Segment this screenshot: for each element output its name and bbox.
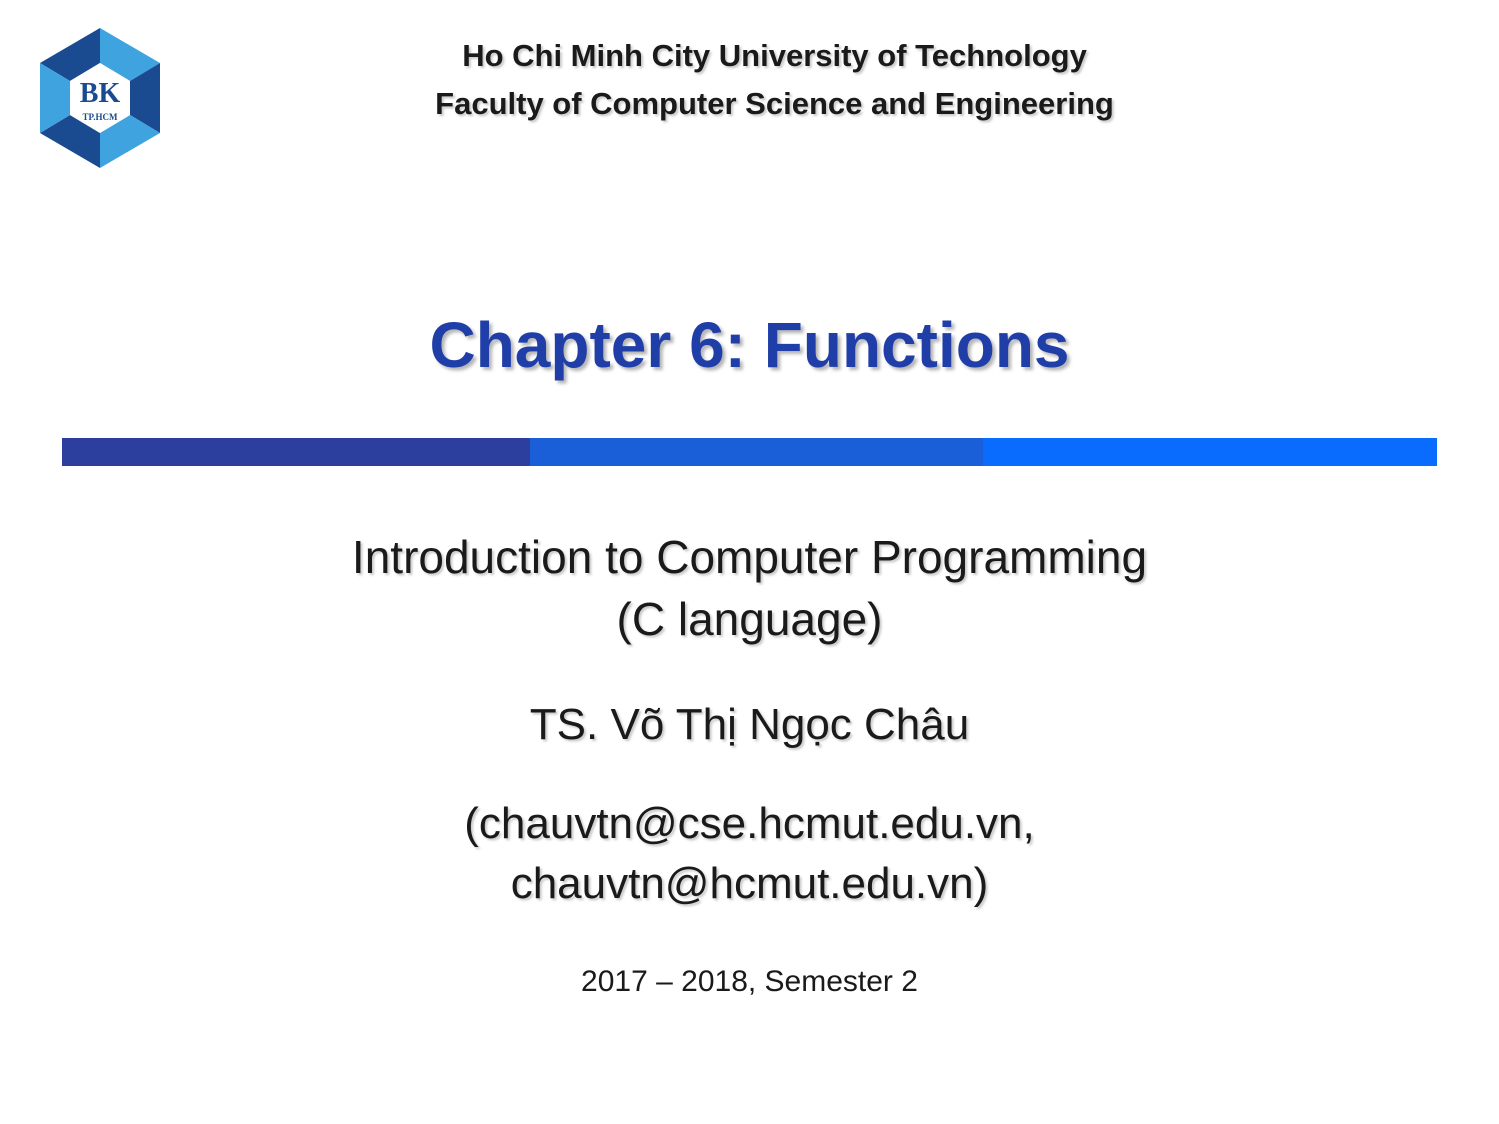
email-line2: chauvtn@hcmut.edu.vn): [511, 859, 989, 908]
semester-line: 2017 – 2018, Semester 2: [40, 965, 1459, 999]
divider-seg-2: [530, 438, 984, 466]
slide: BK TP.HCM Ho Chi Minh City University of…: [0, 0, 1499, 1124]
header-text: Ho Chi Minh City University of Technolog…: [210, 18, 1459, 128]
logo-text-tphcm: TP.HCM: [83, 112, 118, 122]
subtitle-line2: (C language): [617, 593, 883, 645]
logo-text-bk: BK: [80, 78, 121, 109]
header: BK TP.HCM Ho Chi Minh City University of…: [20, 18, 1459, 178]
divider-bar: [62, 438, 1437, 466]
university-logo: BK TP.HCM: [20, 18, 180, 178]
divider-seg-3: [983, 438, 1437, 466]
subtitle-line1: Introduction to Computer Programming: [352, 531, 1147, 583]
faculty-name: Faculty of Computer Science and Engineer…: [210, 80, 1339, 128]
divider-seg-1: [62, 438, 530, 466]
lecturer-name: TS. Võ Thị Ngọc Châu: [40, 700, 1459, 750]
university-name: Ho Chi Minh City University of Technolog…: [210, 32, 1339, 80]
lecturer-emails: (chauvtn@cse.hcmut.edu.vn, chauvtn@hcmut…: [40, 794, 1459, 913]
email-line1: (chauvtn@cse.hcmut.edu.vn,: [464, 799, 1035, 848]
chapter-title: Chapter 6: Functions: [40, 308, 1459, 382]
course-subtitle: Introduction to Computer Programming (C …: [40, 526, 1459, 650]
